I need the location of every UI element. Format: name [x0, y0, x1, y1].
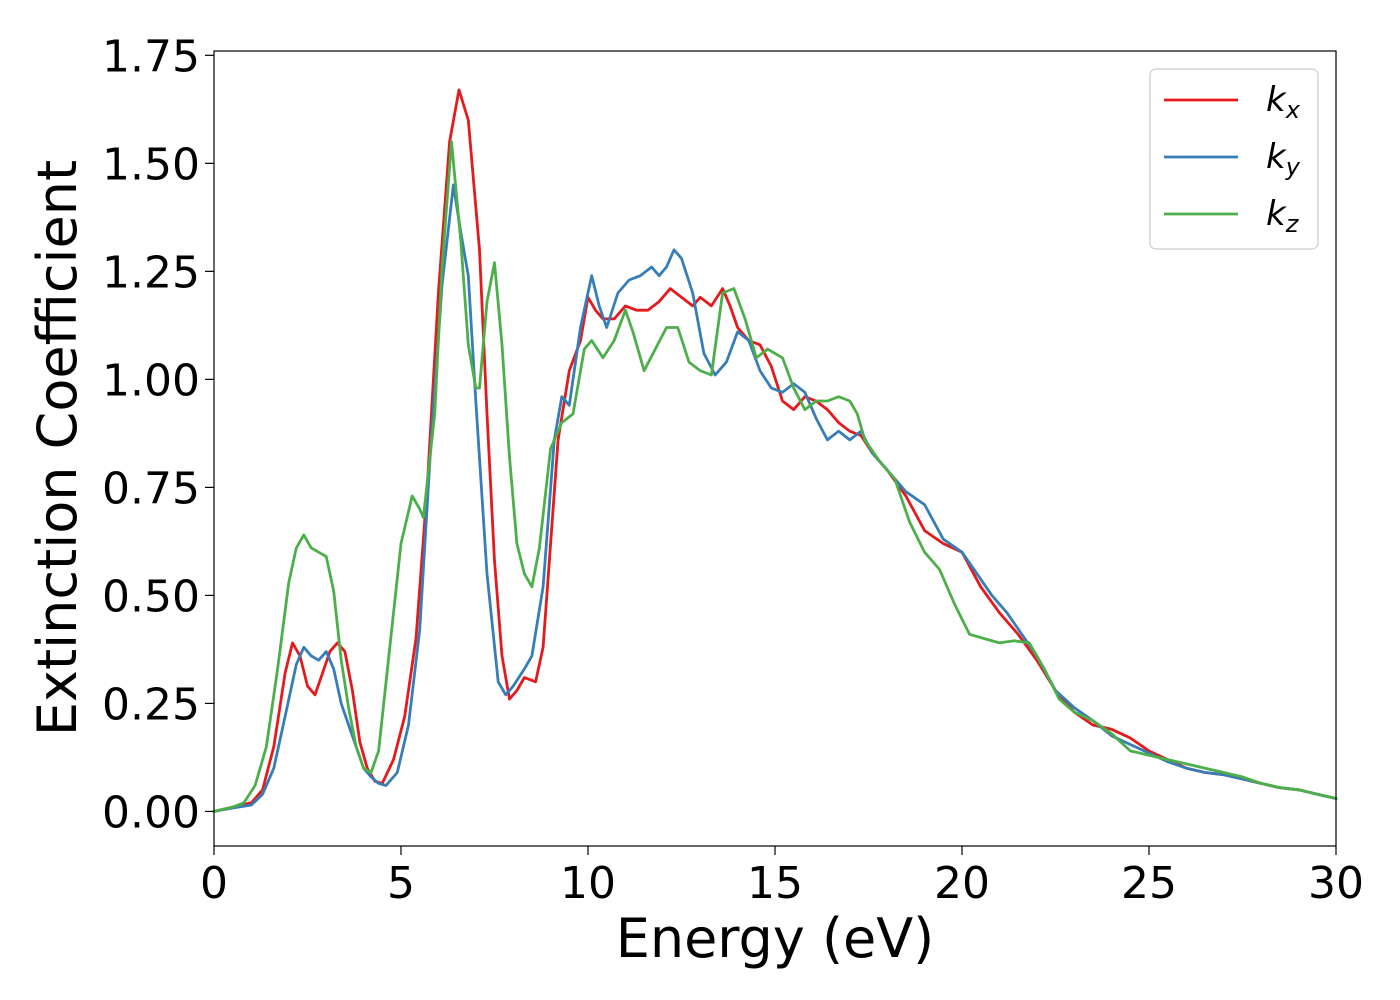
legend-label-ky: ky	[1266, 137, 1301, 181]
legend-label-subscript: x	[1285, 96, 1301, 124]
legend-label-kz: kz	[1266, 194, 1300, 238]
x-tick-label: 20	[934, 858, 990, 909]
y-tick-label: 0.75	[102, 463, 200, 514]
y-tick-label: 1.25	[102, 247, 200, 298]
y-axis-title: Extinction Coefficient	[26, 160, 89, 736]
series-line-kz	[212, 140, 1338, 813]
y-tick-label: 0.50	[102, 571, 200, 622]
series-layer	[212, 88, 1338, 813]
x-tick-label: 25	[1121, 858, 1177, 909]
x-tick-label: 5	[387, 858, 415, 909]
y-tick-label: 0.25	[102, 679, 200, 730]
x-tick-label: 0	[200, 858, 228, 909]
y-tick-label: 1.50	[102, 139, 200, 190]
y-tick-label: 0.00	[102, 787, 200, 838]
x-axis-ticks: 0 5 10 15 20 25 30	[200, 846, 1364, 909]
legend-label-base: k	[1266, 137, 1287, 177]
legend-label-subscript: y	[1285, 153, 1301, 181]
legend-label-subscript: z	[1285, 210, 1300, 238]
x-tick-label: 15	[747, 858, 803, 909]
y-tick-label: 1.75	[102, 31, 200, 82]
legend-frame	[1149, 68, 1319, 250]
legend-label-base: k	[1266, 194, 1287, 234]
x-axis-title: Energy (eV)	[616, 907, 935, 970]
x-tick-label: 30	[1308, 858, 1364, 909]
y-axis-ticks: 0.00 0.25 0.50 0.75 1.00 1.25 1.50 1.75	[102, 31, 214, 838]
legend-label-kx: kx	[1266, 80, 1301, 124]
legend-label-base: k	[1266, 80, 1287, 120]
y-tick-label: 1.00	[102, 355, 200, 406]
x-tick-label: 10	[560, 858, 616, 909]
